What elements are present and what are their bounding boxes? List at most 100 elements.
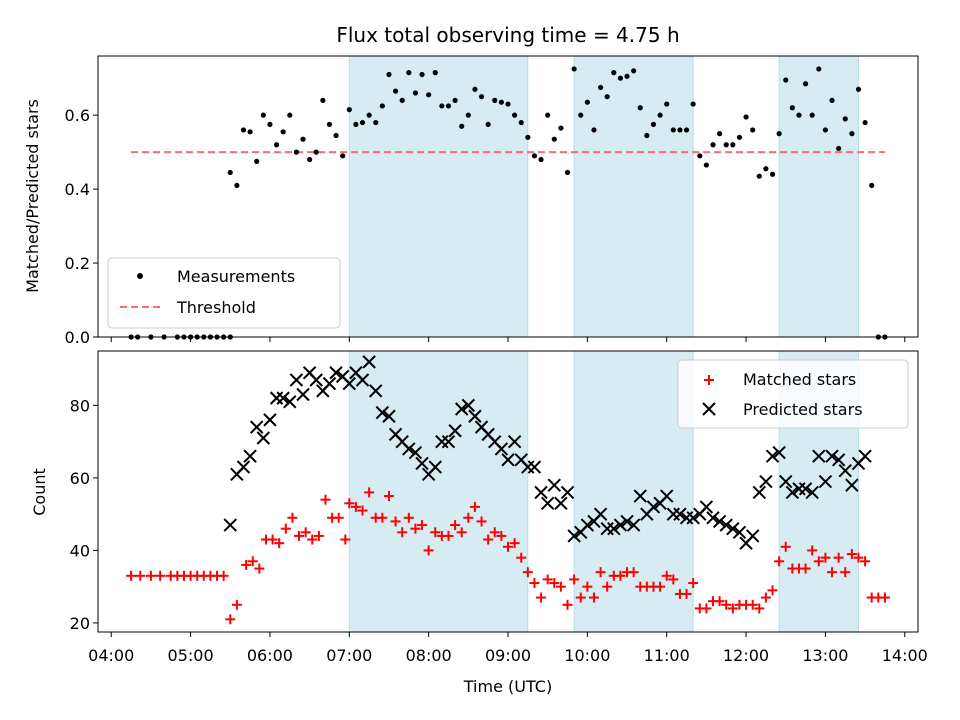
matched-star-point bbox=[681, 588, 692, 599]
measurement-point bbox=[816, 66, 822, 72]
predicted-star-point bbox=[369, 384, 383, 398]
matched-star-point bbox=[225, 614, 236, 625]
measurement-point bbox=[829, 97, 835, 103]
top-y-ticks: 0.0 0.2 0.4 0.6 bbox=[65, 106, 98, 347]
predicted-star-stroke-b bbox=[263, 413, 277, 427]
measurement-point bbox=[287, 112, 293, 118]
matched-star-point bbox=[267, 534, 278, 545]
predicted-star-stroke-b bbox=[719, 518, 733, 532]
matched-star-point bbox=[231, 599, 242, 610]
bottom-y-tick-label: 80 bbox=[70, 396, 90, 415]
legend-measurements-marker bbox=[137, 273, 143, 279]
predicted-star-stroke-b bbox=[309, 373, 323, 387]
predicted-star-point bbox=[719, 518, 733, 532]
predicted-star-stroke-b bbox=[501, 453, 515, 467]
predicted-star-stroke-b bbox=[388, 427, 403, 442]
matched-star-point bbox=[357, 505, 368, 516]
matched-star-point bbox=[294, 530, 305, 541]
predicted-star-point bbox=[256, 431, 271, 445]
predicted-star-point bbox=[554, 496, 568, 510]
predicted-star-point bbox=[732, 525, 747, 539]
measurement-point bbox=[611, 70, 617, 76]
predicted-star-stroke-b bbox=[250, 420, 264, 434]
predicted-star-point bbox=[686, 511, 700, 525]
measurement-point bbox=[518, 119, 524, 126]
predicted-star-point bbox=[455, 402, 469, 416]
predicted-star-stroke-b bbox=[699, 500, 714, 514]
predicted-star-point bbox=[283, 395, 297, 409]
predicted-star-point bbox=[646, 500, 661, 514]
matched-star-point bbox=[483, 534, 494, 545]
measurement-point bbox=[465, 112, 471, 118]
predicted-star-stroke-b bbox=[613, 518, 628, 532]
bottom-shaded-intervals bbox=[348, 350, 859, 633]
predicted-star-point bbox=[699, 500, 714, 514]
measurement-point bbox=[558, 125, 564, 131]
matched-star-point bbox=[767, 585, 778, 596]
predicted-star-stroke-b bbox=[488, 434, 502, 449]
predicted-star-point bbox=[798, 482, 813, 496]
predicted-star-stroke-b bbox=[838, 463, 852, 478]
predicted-star-point bbox=[527, 460, 542, 474]
matched-star-point bbox=[344, 498, 355, 509]
measurement-point bbox=[683, 127, 690, 133]
predicted-star-stroke-b bbox=[765, 449, 780, 463]
predicted-star-stroke-b bbox=[236, 460, 251, 474]
matched-star-point bbox=[403, 512, 414, 523]
measurement-point bbox=[333, 132, 339, 139]
measurement-point bbox=[763, 166, 769, 172]
bottom-y-tick-label: 60 bbox=[70, 469, 90, 488]
matched-star-point bbox=[377, 512, 388, 523]
matched-star-point bbox=[846, 549, 857, 560]
matched-star-point bbox=[760, 592, 771, 603]
predicted-star-point bbox=[626, 518, 641, 532]
predicted-star-point bbox=[812, 449, 826, 463]
predicted-stars-points bbox=[223, 355, 872, 550]
predicted-star-stroke-b bbox=[474, 420, 489, 434]
measurement-point bbox=[386, 71, 392, 78]
predicted-star-stroke-b bbox=[845, 478, 859, 492]
predicted-star-stroke-b bbox=[276, 391, 290, 405]
predicted-star-stroke-b bbox=[507, 434, 522, 449]
measurement-point bbox=[392, 88, 399, 94]
measurement-point bbox=[670, 127, 676, 133]
bottom-legend: Matched stars Predicted stars bbox=[677, 359, 909, 429]
predicted-star-point bbox=[415, 456, 429, 471]
predicted-star-stroke-b bbox=[785, 485, 800, 500]
predicted-star-stroke-b bbox=[514, 453, 528, 467]
top-legend-box bbox=[107, 257, 341, 329]
predicted-star-stroke-b bbox=[349, 366, 363, 380]
matched-star-point bbox=[840, 567, 851, 578]
predicted-star-stroke-b bbox=[428, 460, 442, 474]
x-tick-label: 13:00 bbox=[802, 646, 848, 665]
predicted-star-point bbox=[831, 453, 846, 467]
matched-star-point bbox=[860, 556, 871, 567]
matched-star-point bbox=[628, 567, 639, 578]
predicted-star-point bbox=[329, 366, 343, 380]
predicted-star-stroke-b bbox=[342, 376, 356, 391]
measurement-point bbox=[802, 81, 809, 87]
predicted-star-stroke-b bbox=[673, 507, 687, 521]
legend-matched-marker bbox=[704, 375, 714, 385]
predicted-star-point bbox=[620, 514, 634, 529]
measurement-point bbox=[313, 149, 319, 155]
predicted-star-stroke-b bbox=[329, 366, 343, 380]
predicted-star-point bbox=[507, 434, 522, 449]
predicted-star-point bbox=[818, 474, 833, 489]
predicted-star-point bbox=[560, 485, 575, 500]
matched-star-point bbox=[522, 567, 533, 578]
measurement-point bbox=[631, 68, 637, 74]
predicted-star-stroke-b bbox=[335, 369, 350, 384]
predicted-star-point bbox=[428, 460, 442, 474]
predicted-star-stroke-b bbox=[732, 525, 747, 539]
predicted-star-stroke-b bbox=[812, 449, 826, 463]
matched-star-point bbox=[300, 527, 311, 538]
predicted-star-point bbox=[765, 449, 780, 463]
measurement-point bbox=[789, 105, 795, 111]
measurement-point bbox=[445, 103, 452, 109]
predicted-star-stroke-b bbox=[302, 366, 317, 380]
predicted-star-point bbox=[752, 485, 766, 500]
measurement-point bbox=[842, 116, 848, 122]
matched-star-point bbox=[721, 599, 732, 610]
